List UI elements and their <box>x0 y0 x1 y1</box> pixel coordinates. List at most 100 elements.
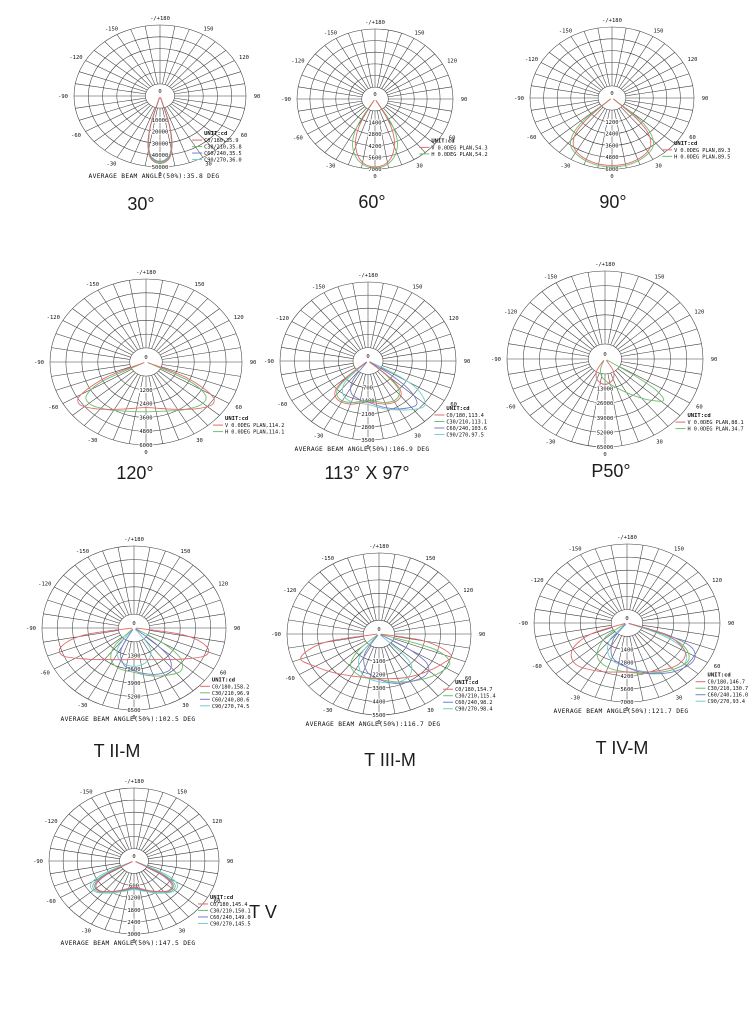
legend-entry-label: C90/270,74.5 <box>212 704 249 710</box>
scale-tick-label: 5200 <box>127 694 140 700</box>
grid-spoke <box>622 52 675 91</box>
grid-spoke <box>167 106 204 158</box>
angle-label: 30 <box>427 708 434 714</box>
angle-label: 90 <box>234 626 241 632</box>
legend-entry-label: H 0.0DEG PLAN,114.1 <box>225 430 284 436</box>
angle-label: 30 <box>676 696 683 702</box>
grid-spoke <box>383 45 426 91</box>
grid-spoke <box>117 641 132 709</box>
scale-tick-label: 2200 <box>372 673 385 679</box>
grid-spoke <box>292 606 365 630</box>
average-beam-angle-text: AVERAGE BEAM ANGLE(50%):35.8 DEG <box>89 173 220 180</box>
grid-spoke <box>570 36 606 88</box>
grid-spoke <box>555 631 616 675</box>
grid-spoke <box>118 789 132 849</box>
angle-label: -30 <box>78 703 88 709</box>
grid-spoke <box>540 62 601 93</box>
grid-spoke <box>642 609 719 621</box>
grid-spoke <box>610 545 625 610</box>
scale-tick-label: 1300 <box>127 654 140 660</box>
grid-spoke <box>619 366 691 404</box>
grid-spoke <box>139 550 166 616</box>
angle-label: 150 <box>195 282 205 288</box>
beam-curve-green <box>350 633 451 683</box>
grid-spoke <box>158 370 220 416</box>
scale-tick-label: 7000 <box>620 700 633 706</box>
angle-label: 30 <box>656 439 663 445</box>
grid-spoke <box>130 107 156 163</box>
angle-label: 0 <box>158 172 161 178</box>
center-zero-label: 0 <box>373 92 376 98</box>
grid-spoke <box>143 565 194 618</box>
grid-spoke <box>539 627 613 651</box>
average-beam-angle-text: AVERAGE BEAM ANGLE(50%):116.7 DEG <box>305 721 440 728</box>
grid-spoke <box>311 300 359 351</box>
chart-title-t5: T V <box>249 902 277 922</box>
angle-label: 60 <box>214 899 221 905</box>
grid-spoke <box>531 85 599 97</box>
grid-spoke <box>102 550 129 616</box>
angle-label: 60 <box>220 671 227 677</box>
grid-spoke <box>153 289 195 350</box>
legend-entry-label: C30/210,96.9 <box>212 691 249 697</box>
center-zero-label: 0 <box>366 354 369 360</box>
grid-spoke <box>138 792 164 850</box>
grid-spoke <box>281 363 354 375</box>
grid-spoke <box>281 347 354 359</box>
grid-spoke <box>555 282 597 347</box>
grid-spoke <box>594 548 622 611</box>
grid-spoke <box>335 38 369 89</box>
angle-label: 60 <box>714 664 721 670</box>
grid-spoke <box>145 575 205 620</box>
center-zero-label: 0 <box>610 91 613 97</box>
grid-spoke <box>118 873 132 933</box>
grid-spoke <box>393 638 466 662</box>
scale-tick-label: 4400 <box>372 700 385 706</box>
chart-legend: UNIT:cdC0/180,113.4C30/210,113.1C60/240,… <box>434 406 487 438</box>
angle-label: 150 <box>655 275 665 281</box>
grid-spoke <box>47 632 120 657</box>
angle-label: 120 <box>239 55 249 61</box>
grid-spoke <box>104 105 151 151</box>
scale-tick-label: 1100 <box>372 659 385 665</box>
grid-spoke <box>583 109 608 165</box>
chart-legend: UNIT:cdC0/180,154.7C30/210,115.4C60/240,… <box>443 680 496 713</box>
grid-spoke <box>116 34 153 86</box>
angle-label: 120 <box>694 310 704 316</box>
scale-tick-label: 30000 <box>152 141 169 147</box>
angle-label: -30 <box>326 164 336 170</box>
grid-spoke <box>54 835 121 858</box>
beam-curve-red <box>355 99 395 168</box>
grid-spoke <box>169 105 216 151</box>
grid-spoke <box>616 109 641 165</box>
legend-unit-label: UNIT:cd <box>674 141 697 147</box>
grid-ring <box>361 86 389 112</box>
grid-spoke <box>130 29 156 85</box>
scale-tick-label: 13000 <box>597 387 614 393</box>
angle-label: -90 <box>58 94 68 100</box>
angle-label: -90 <box>34 360 44 366</box>
angle-label: -90 <box>281 97 291 103</box>
grid-ring <box>145 83 175 109</box>
grid-spoke <box>104 792 130 850</box>
angle-label: -30 <box>314 434 324 440</box>
grid-spoke <box>375 292 413 350</box>
grid-spoke <box>79 870 125 918</box>
grid-spoke <box>615 291 669 348</box>
grid-spoke <box>60 824 122 856</box>
angle-label: -90 <box>491 357 501 363</box>
grid-spoke <box>167 34 204 86</box>
grid-spoke <box>383 107 426 153</box>
beam-curve-green <box>85 362 207 413</box>
scale-tick-label: 7000 <box>368 167 381 173</box>
grid-spoke <box>298 100 362 112</box>
legend-entry-label: H 0.0DEG PLAN,89.5 <box>674 154 730 160</box>
angle-label: 150 <box>426 556 436 562</box>
grid-spoke <box>386 104 443 135</box>
grid-spoke <box>607 272 623 345</box>
beam-curve-green <box>92 861 176 893</box>
grid-spoke <box>529 302 593 350</box>
grid-spoke <box>382 365 451 389</box>
angle-label: 30 <box>414 434 421 440</box>
angle-label: 30 <box>416 164 423 170</box>
